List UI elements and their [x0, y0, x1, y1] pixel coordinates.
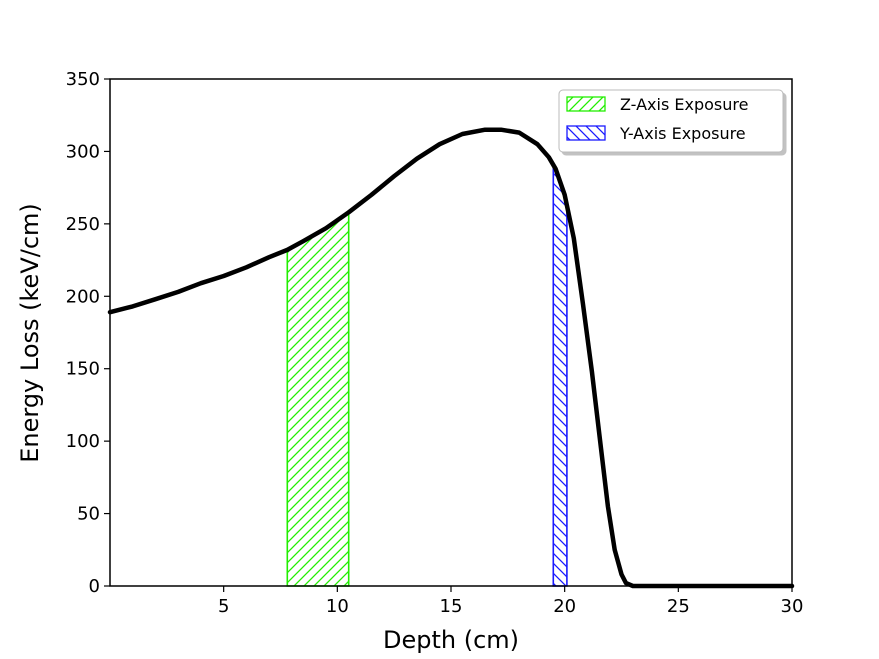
x-tick-label: 30: [781, 596, 804, 617]
z-axis-exposure-region: [286, 210, 350, 587]
legend-box: [558, 89, 784, 153]
x-tick-label: 15: [440, 596, 463, 617]
x-axis-label: Depth (cm): [383, 626, 519, 654]
y-tick-label: 200: [66, 286, 100, 307]
y-tick-label: 100: [66, 431, 100, 452]
x-tick-label: 20: [553, 596, 576, 617]
plot-background: [110, 79, 792, 586]
x-tick-label: 25: [667, 596, 690, 617]
y-tick-label: 250: [66, 214, 100, 235]
y-tick-label: 0: [89, 576, 100, 597]
x-tick-label: 5: [218, 596, 229, 617]
legend-swatch-z-axis: [566, 96, 606, 112]
y-axis-exposure-region: [552, 164, 568, 587]
y-tick-label: 50: [77, 504, 100, 525]
y-tick-label: 300: [66, 141, 100, 162]
legend-label-z-axis: Z-Axis Exposure: [620, 95, 748, 114]
y-tick-label: 350: [66, 69, 100, 90]
y-tick-label: 150: [66, 359, 100, 380]
x-tick-label: 10: [326, 596, 349, 617]
legend-label-y-axis: Y-Axis Exposure: [619, 124, 746, 143]
legend: Z-Axis Exposure Y-Axis Exposure: [558, 89, 784, 153]
legend-swatch-y-axis: [566, 125, 606, 141]
y-axis-label: Energy Loss (keV/cm): [16, 203, 44, 463]
